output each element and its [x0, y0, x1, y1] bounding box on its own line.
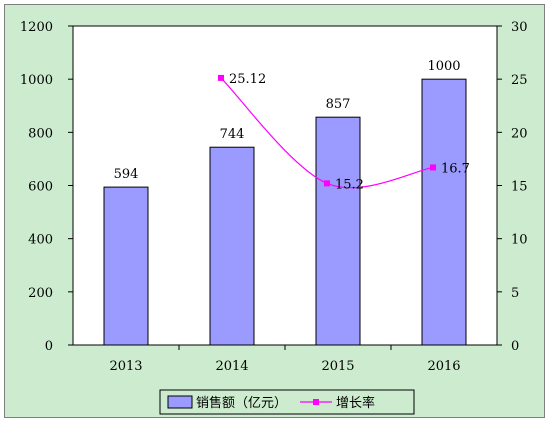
- y-left-tick-label: 0: [45, 339, 53, 354]
- bar-2014: [209, 146, 255, 346]
- y-left-tick-label: 600: [28, 180, 53, 195]
- legend-line-label: 增长率: [336, 395, 375, 411]
- growth-point-2016: [430, 164, 436, 171]
- y-left-tick-label: 200: [28, 286, 53, 301]
- y-right-tick-label: 10: [511, 233, 528, 248]
- x-tick-label: 2013: [109, 359, 142, 374]
- y-left-tick-label: 1200: [20, 20, 53, 35]
- growth-label-2016: 16.7: [441, 161, 470, 176]
- y-left-tick-label: 800: [28, 126, 53, 141]
- y-right-tick-label: 5: [511, 286, 519, 301]
- growth-point-2015: [324, 180, 330, 187]
- bar-label-2013: 594: [114, 167, 139, 182]
- y-right-tick-label: 20: [511, 126, 528, 141]
- bar-2016: [421, 78, 467, 346]
- bar-label-2014: 744: [220, 127, 245, 142]
- y-left-tick-label: 1000: [20, 73, 53, 88]
- growth-label-2015: 15.2: [335, 177, 364, 192]
- x-tick-label: 2014: [215, 359, 248, 374]
- legend-bar-swatch: [167, 395, 193, 409]
- legend-line-marker: [313, 399, 319, 405]
- y-right-tick-label: 30: [511, 20, 528, 35]
- x-tick-label: 2016: [427, 359, 460, 374]
- growth-point-2014: [218, 74, 224, 81]
- y-right-tick-label: 0: [511, 339, 519, 354]
- y-left-tick-label: 400: [28, 233, 53, 248]
- legend: [159, 389, 415, 415]
- legend-bar-label: 销售额（亿元）: [196, 395, 287, 411]
- y-right-tick-label: 15: [511, 180, 528, 195]
- bar-2013: [103, 186, 149, 346]
- y-right-tick-label: 25: [511, 73, 528, 88]
- bar-label-2016: 1000: [427, 59, 460, 74]
- bar-label-2015: 857: [326, 97, 351, 112]
- bar-2015: [315, 116, 361, 346]
- x-tick-label: 2015: [321, 359, 354, 374]
- growth-label-2014: 25.12: [229, 72, 266, 87]
